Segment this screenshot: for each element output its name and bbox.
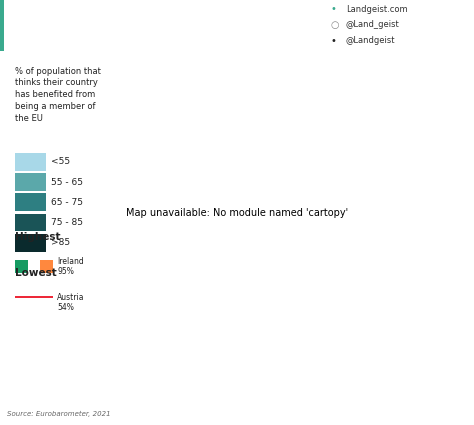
Bar <box>27 260 40 273</box>
Bar <box>15 153 46 171</box>
Text: ○: ○ <box>330 20 338 30</box>
Bar <box>15 296 53 300</box>
Bar <box>15 300 53 304</box>
Bar <box>40 260 53 273</box>
Text: >85: >85 <box>51 238 71 247</box>
Bar <box>15 214 46 232</box>
Text: •: • <box>330 36 336 46</box>
Text: Highest: Highest <box>15 232 61 242</box>
Text: Source: Eurobarometer, 2021: Source: Eurobarometer, 2021 <box>7 411 111 417</box>
Bar <box>0 0 4 51</box>
Bar <box>15 173 46 191</box>
Text: 55 - 65: 55 - 65 <box>51 178 83 187</box>
Bar <box>15 304 53 309</box>
Text: Benefited from the EU?: Benefited from the EU? <box>11 15 303 36</box>
Bar <box>15 193 46 211</box>
Text: <55: <55 <box>51 157 71 166</box>
Text: @Landgeist: @Landgeist <box>346 36 395 45</box>
Text: 65 - 75: 65 - 75 <box>51 198 83 207</box>
Text: % of population that
thinks their country
has benefited from
being a member of
t: % of population that thinks their countr… <box>15 67 101 123</box>
Text: Landgeist.com: Landgeist.com <box>346 5 407 14</box>
Text: Lowest: Lowest <box>15 268 57 278</box>
Text: •: • <box>330 4 336 14</box>
Bar <box>15 260 27 273</box>
Bar <box>15 234 46 252</box>
Text: Map unavailable: No module named 'cartopy': Map unavailable: No module named 'cartop… <box>126 207 348 218</box>
Text: Austria
54%: Austria 54% <box>57 292 84 312</box>
Text: Ireland
95%: Ireland 95% <box>57 257 84 276</box>
Text: 75 - 85: 75 - 85 <box>51 218 83 227</box>
Text: @Land_geist: @Land_geist <box>346 20 400 29</box>
